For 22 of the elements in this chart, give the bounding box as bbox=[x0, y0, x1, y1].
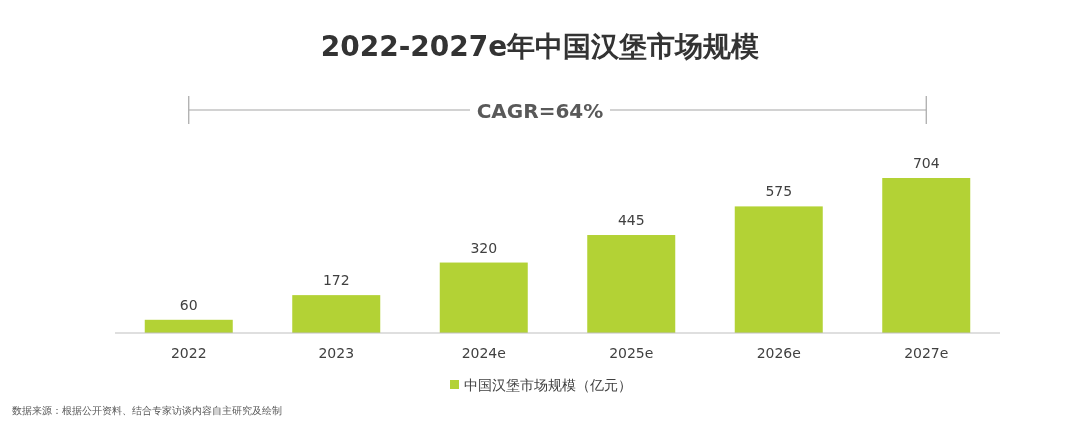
bar bbox=[587, 235, 676, 333]
legend-label: 中国汉堡市场规模（亿元） bbox=[464, 377, 632, 393]
data-label: 172 bbox=[322, 272, 350, 289]
data-label: 60 bbox=[179, 296, 198, 313]
bar bbox=[292, 295, 381, 333]
x-tick-label: 2027e bbox=[904, 345, 949, 361]
x-tick-label: 2024e bbox=[461, 345, 506, 361]
bar bbox=[734, 206, 823, 333]
text: CAGR=64% bbox=[476, 99, 604, 123]
x-tick-label: 2025e bbox=[609, 345, 654, 361]
data-label: 704 bbox=[912, 155, 940, 171]
x-tick-label: 2022 bbox=[170, 345, 207, 361]
bar bbox=[439, 262, 528, 333]
x-tick-label: 2023 bbox=[318, 345, 355, 361]
bar bbox=[144, 319, 233, 333]
chart-title: 2022-2027e年中国汉堡市场规模 bbox=[320, 30, 760, 63]
bar bbox=[882, 178, 971, 333]
data-label: 445 bbox=[617, 212, 645, 229]
source-note: 数据来源：根据公开资料、结合专家访谈内容自主研究及绘制 bbox=[12, 405, 282, 416]
x-tick-label: 2026e bbox=[756, 345, 801, 361]
data-label: 320 bbox=[470, 239, 498, 256]
data-label: 575 bbox=[765, 183, 793, 200]
